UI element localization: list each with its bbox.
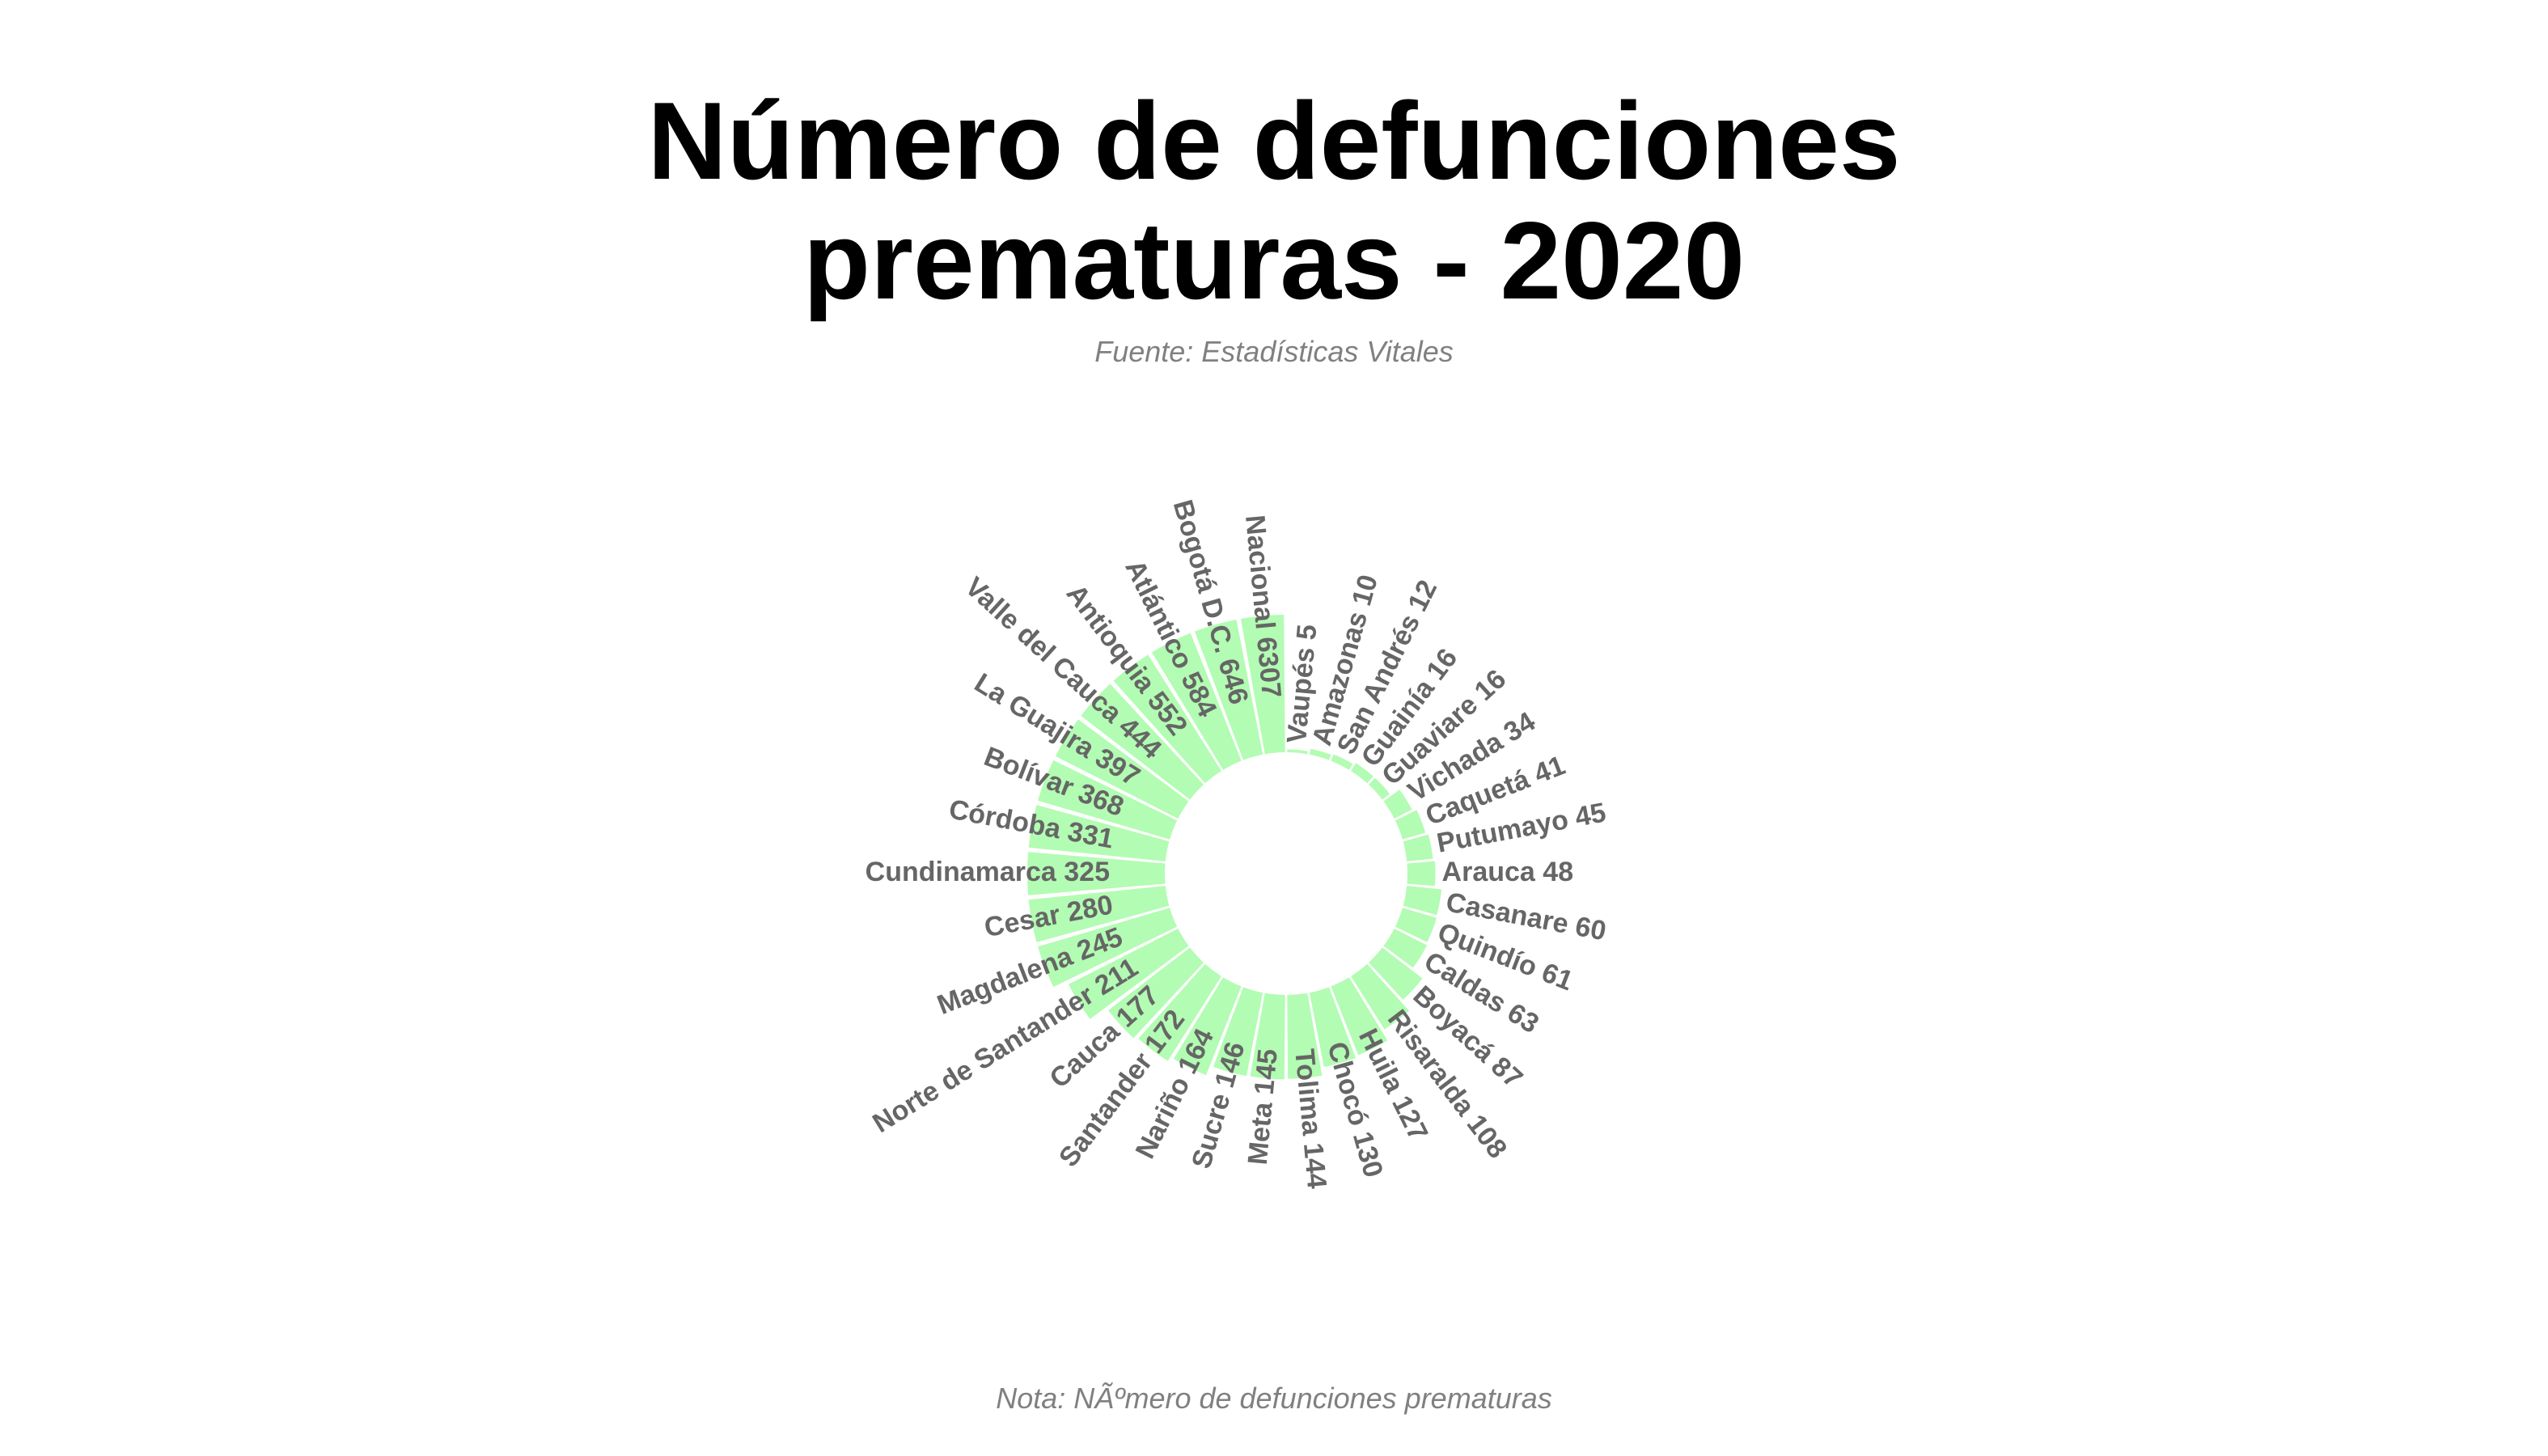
bar-guaviare [1369, 777, 1390, 800]
chart-title-line-1: Número de defunciones [647, 79, 1901, 202]
bar-boyaca [1369, 947, 1423, 1000]
bar-cauca [1108, 947, 1204, 1039]
bar-caqueta [1395, 810, 1426, 840]
bar-bogota-d-c [1195, 619, 1263, 760]
bar-putumayo [1403, 834, 1433, 861]
bar-santander [1138, 963, 1221, 1061]
bars-layer [1026, 615, 1442, 1080]
bar-label-arauca: Arauca 48 [1442, 857, 1574, 887]
bar-antioquia [1113, 654, 1221, 784]
bar-narino [1173, 977, 1242, 1076]
chart-title: Número de defunciones prematuras - 2020 [0, 81, 2548, 320]
bar-cordoba [1028, 805, 1170, 861]
bar-sucre [1213, 987, 1263, 1077]
bar-huila [1331, 977, 1388, 1056]
bar-casanare [1403, 886, 1442, 916]
bar-valle-del-cauca [1081, 684, 1204, 800]
bar-atlantico [1151, 633, 1242, 770]
chart-subtitle: Fuente: Estadísticas Vitales [1094, 335, 1454, 368]
bar-cundinamarca [1026, 852, 1166, 895]
bar-nacional [1240, 615, 1285, 755]
bar-vaupes [1287, 749, 1308, 755]
bar-norte-de-santander [1068, 929, 1189, 1019]
bar-la-guajira [1055, 719, 1189, 819]
bar-guainia [1351, 763, 1373, 784]
bar-label-cundinamarca: Cundinamarca 325 [866, 857, 1110, 887]
bar-tolima [1287, 993, 1323, 1079]
bar-bolivar [1037, 760, 1178, 840]
chart-title-line-2: prematuras - 2020 [802, 199, 1746, 322]
bar-risaralda [1351, 963, 1409, 1030]
bar-meta [1250, 993, 1285, 1080]
bar-vichada [1383, 789, 1412, 819]
bar-arauca [1407, 861, 1436, 887]
bar-magdalena [1037, 908, 1178, 988]
bar-quindio [1395, 908, 1437, 942]
bar-label-tolima: Tolima 144 [1289, 1048, 1332, 1190]
bar-cesar [1028, 886, 1170, 942]
bar-choco [1309, 987, 1357, 1068]
chart-caption: Nota: NÃºmero de defunciones prematuras [996, 1382, 1552, 1415]
bar-amazonas [1309, 748, 1331, 760]
bar-san-andres [1331, 754, 1353, 770]
bar-caldas [1383, 929, 1428, 968]
